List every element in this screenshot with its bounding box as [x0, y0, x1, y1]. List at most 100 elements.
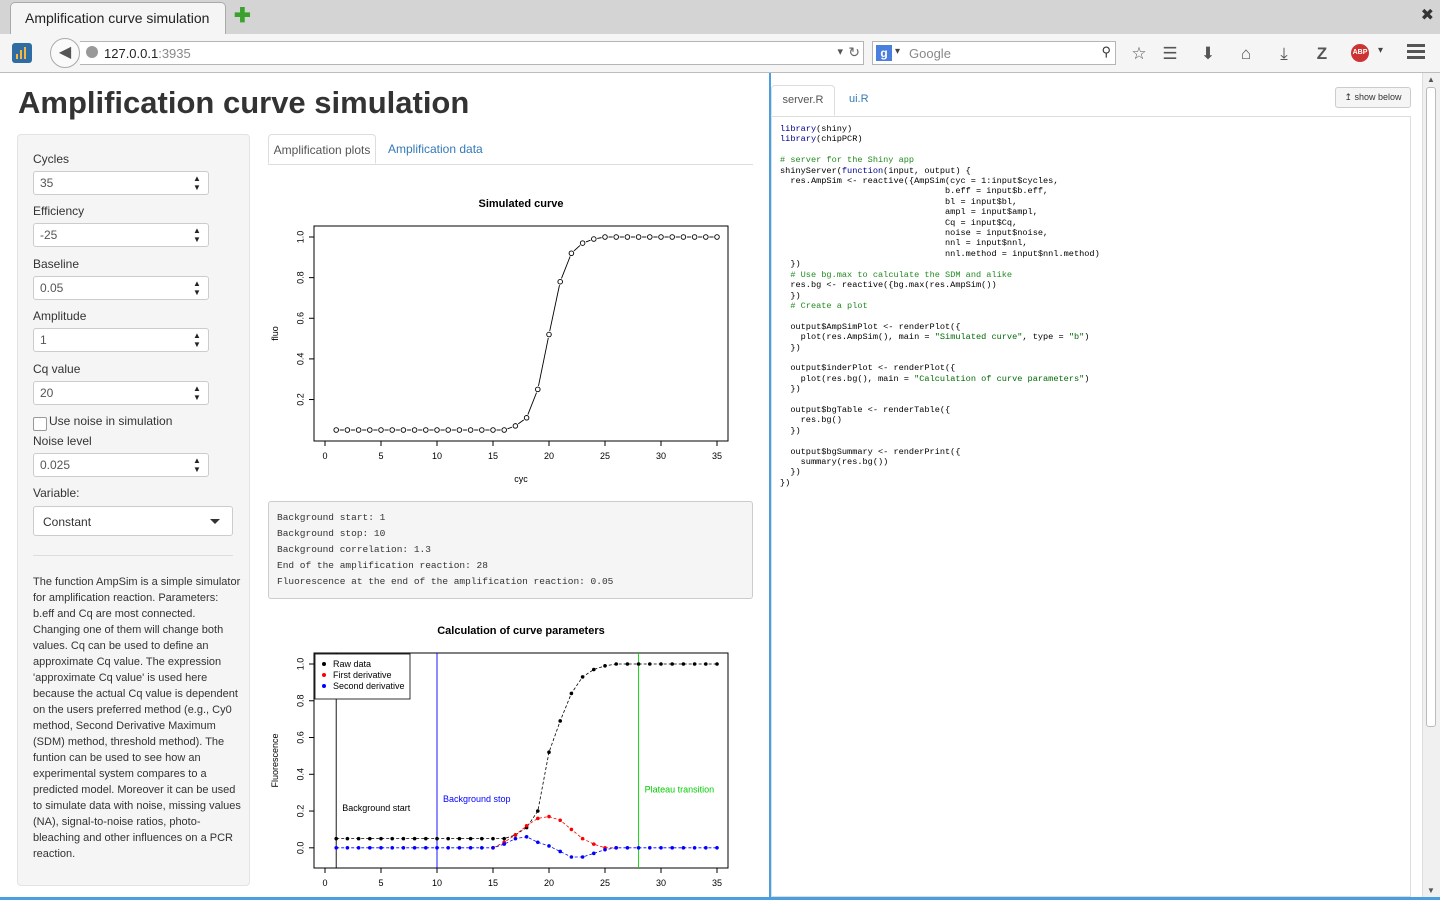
- data-point: [546, 331, 552, 338]
- data-point: [523, 415, 530, 421]
- series-point: [547, 814, 551, 819]
- y-axis-label: Fluorescence: [270, 733, 280, 787]
- data-point: [456, 427, 463, 433]
- tab-ui-r[interactable]: ui.R: [849, 93, 869, 105]
- y-tick-label: 0.8: [295, 271, 305, 284]
- app-logo-icon[interactable]: [12, 43, 32, 63]
- y-tick-label: 0.2: [295, 805, 305, 818]
- y-axis-label: fluo: [270, 326, 280, 341]
- code-tabs: server.R ui.R: [771, 85, 1411, 117]
- series-point: [334, 836, 338, 841]
- downloads-icon[interactable]: ⤓: [1280, 44, 1288, 63]
- cq-input[interactable]: 20 ▲ ▼: [33, 381, 209, 405]
- spinner-arrows-icon[interactable]: ▲ ▼: [193, 456, 201, 474]
- noise-checkbox-label: Use noise in simulation: [49, 414, 173, 428]
- x-tick-label: 5: [378, 451, 383, 461]
- scroll-up-icon[interactable]: ▲: [1427, 75, 1435, 84]
- url-bar[interactable]: 127.0.0.1:3935 ▾ ↻: [80, 41, 864, 65]
- app-main-area: Amplification curve simulation Cycles 35…: [0, 73, 768, 897]
- plot-frame: [313, 652, 729, 869]
- spinner-arrows-icon[interactable]: ▲ ▼: [193, 226, 201, 244]
- tab-amplification-plots[interactable]: Amplification plots: [268, 134, 376, 164]
- amplitude-label: Amplitude: [33, 309, 87, 323]
- series-point: [390, 846, 394, 850]
- download-arrow-icon[interactable]: ⬇: [1200, 44, 1216, 63]
- efficiency-value: -25: [40, 228, 58, 242]
- amplitude-input[interactable]: 1 ▲ ▼: [33, 328, 209, 352]
- show-below-button[interactable]: ↥ show below: [1335, 87, 1411, 108]
- curve-segment: [573, 245, 581, 252]
- curve-segment: [597, 237, 602, 239]
- vertical-scrollbar[interactable]: ▲ ▼: [1422, 73, 1440, 897]
- series-point: [569, 827, 574, 832]
- series-point: [446, 836, 450, 841]
- y-tick-label: 0.2: [295, 393, 305, 406]
- plot-frame: [313, 225, 729, 442]
- data-point: [669, 234, 675, 240]
- google-icon[interactable]: g: [876, 45, 892, 61]
- spinner-arrows-icon[interactable]: ▲ ▼: [193, 384, 201, 402]
- data-point: [344, 427, 351, 433]
- series-point: [659, 662, 663, 666]
- x-tick-label: 10: [432, 878, 442, 888]
- data-point: [512, 423, 519, 429]
- tab-amplification-data[interactable]: Amplification data: [388, 142, 483, 156]
- noise-level-value: 0.025: [40, 458, 71, 472]
- summary-line: Fluorescence at the end of the amplifica…: [277, 576, 614, 587]
- noise-level-input[interactable]: 0.025 ▲ ▼: [33, 453, 209, 477]
- scroll-down-icon[interactable]: ▼: [1427, 886, 1435, 895]
- series-point: [648, 846, 652, 850]
- data-point: [624, 234, 631, 240]
- series-point: [468, 836, 473, 841]
- x-tick-label: 10: [432, 451, 442, 461]
- menu-icon[interactable]: [1407, 44, 1425, 62]
- y-tick-label: 0.6: [295, 731, 305, 744]
- back-arrow-icon[interactable]: ◀: [50, 38, 80, 68]
- scrollbar-thumb[interactable]: [1426, 87, 1436, 727]
- close-icon[interactable]: ✖: [1420, 7, 1434, 24]
- home-icon[interactable]: ⌂: [1240, 44, 1252, 63]
- spinner-arrows-icon[interactable]: ▲ ▼: [193, 174, 201, 192]
- plus-icon[interactable]: ✚: [234, 5, 251, 27]
- x-tick-label: 15: [488, 451, 498, 461]
- noise-level-label: Noise level: [33, 434, 92, 448]
- reading-list-icon[interactable]: ☰: [1162, 44, 1178, 63]
- cq-value: 20: [40, 386, 54, 400]
- data-point: [434, 427, 440, 433]
- x-tick-label: 30: [656, 451, 666, 461]
- bookmark-star-icon[interactable]: ☆: [1131, 44, 1147, 63]
- chevron-down-icon[interactable]: ▾: [895, 46, 901, 57]
- series-point: [592, 851, 596, 856]
- cycles-input[interactable]: 35 ▲ ▼: [33, 171, 209, 195]
- noise-checkbox[interactable]: [33, 417, 47, 431]
- zotero-icon[interactable]: Z: [1316, 44, 1328, 63]
- data-point: [602, 234, 608, 240]
- search-bar[interactable]: g ▾ Google ⚲: [872, 41, 1116, 65]
- baseline-value: 0.05: [40, 281, 64, 295]
- series-point: [480, 846, 484, 850]
- efficiency-label: Efficiency: [33, 204, 85, 218]
- reload-icon[interactable]: ↻: [848, 44, 860, 60]
- chevron-down-icon[interactable]: ▾: [837, 46, 843, 58]
- x-tick-label: 15: [488, 878, 498, 888]
- data-point: [647, 234, 653, 240]
- browser-tab[interactable]: Amplification curve simulation: [10, 2, 226, 34]
- tab-server-r[interactable]: server.R: [771, 85, 835, 116]
- spinner-arrows-icon[interactable]: ▲ ▼: [193, 279, 201, 297]
- x-tick-label: 20: [544, 878, 554, 888]
- globe-icon: [86, 46, 98, 58]
- series-point: [569, 855, 574, 859]
- series-point: [368, 836, 372, 841]
- series-point: [592, 667, 596, 672]
- efficiency-input[interactable]: -25 ▲ ▼: [33, 223, 209, 247]
- data-point: [389, 427, 395, 433]
- binoculars-icon[interactable]: ⚲: [1101, 44, 1111, 59]
- data-point: [479, 427, 485, 433]
- variable-select[interactable]: Constant: [33, 506, 233, 536]
- baseline-input[interactable]: 0.05 ▲ ▼: [33, 276, 209, 300]
- data-point: [703, 234, 709, 240]
- spinner-arrows-icon[interactable]: ▲ ▼: [193, 331, 201, 349]
- adblock-icon[interactable]: ABP: [1351, 44, 1369, 62]
- chart-title: Calculation of curve parameters: [437, 625, 605, 637]
- chevron-down-icon[interactable]: ▾: [1378, 45, 1384, 56]
